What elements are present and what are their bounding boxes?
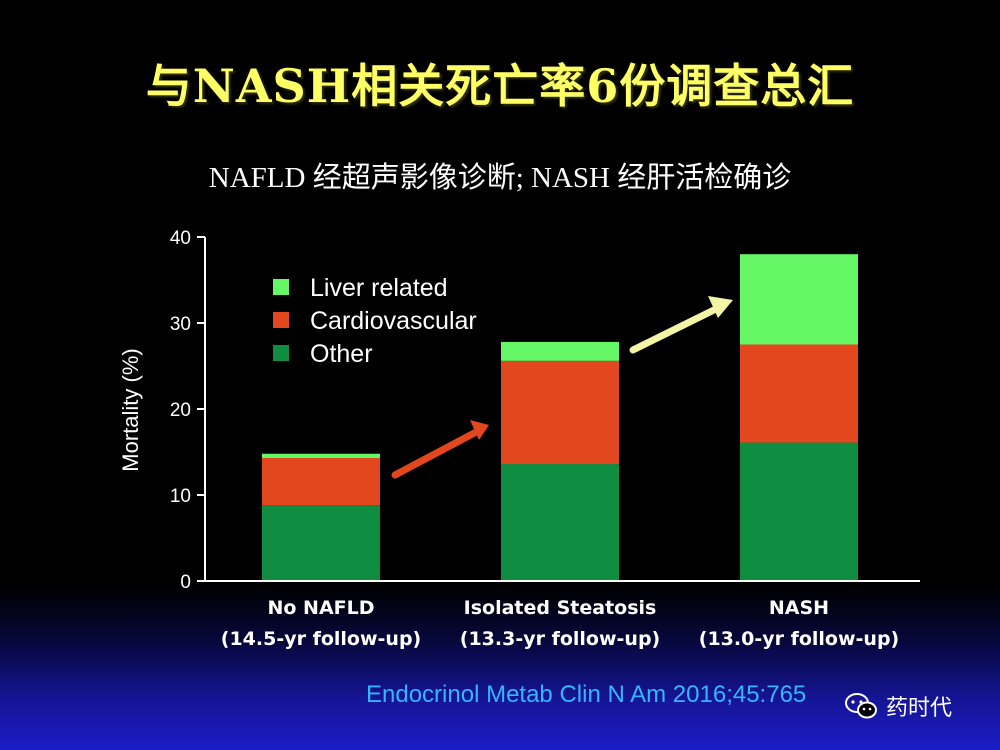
y-tick-label-40: 40	[170, 228, 191, 249]
bar-other-1	[501, 464, 619, 581]
legend-label-1: Cardiovascular	[310, 307, 477, 335]
bar-other-2	[740, 442, 858, 581]
trend-arrow-yellow-head	[708, 296, 733, 318]
bar-liver-related-0	[262, 453, 380, 459]
bar-other-0	[262, 505, 380, 581]
bar-liver-related-2	[740, 254, 858, 345]
bar-cardiovascular-0	[262, 458, 380, 506]
slide-title: 与NASH相关死亡率6份调查总汇	[145, 59, 855, 113]
y-tick-label-20: 20	[170, 400, 191, 421]
legend-swatch-0	[273, 279, 289, 295]
y-tick-label-10: 10	[170, 486, 191, 507]
x-category-label-2-1: (13.0-yr follow-up)	[699, 628, 899, 650]
legend-swatch-2	[273, 345, 289, 361]
citation-text: Endocrinol Metab Clin N Am 2016;45:765	[366, 681, 807, 708]
watermark: 药时代	[844, 690, 952, 722]
slide-subtitle: NAFLD 经超声影像诊断; NASH 经肝活检确诊	[208, 162, 792, 194]
x-category-label-1-1: (13.3-yr follow-up)	[460, 628, 660, 650]
y-tick-label-0: 0	[180, 572, 191, 593]
y-tick-label-30: 30	[170, 314, 191, 335]
trend-arrow-red	[391, 426, 484, 479]
legend-swatch-1	[273, 312, 289, 328]
x-category-label-0-1: (14.5-yr follow-up)	[221, 628, 421, 650]
x-category-label-2-0: NASH	[769, 597, 829, 619]
trend-arrow-red-head	[470, 420, 489, 440]
legend-label-0: Liver related	[310, 274, 448, 302]
legend-label-2: Other	[310, 340, 373, 368]
watermark-text: 药时代	[886, 696, 953, 721]
bar-cardiovascular-2	[740, 344, 858, 443]
bar-cardiovascular-1	[501, 360, 619, 465]
trend-arrow-yellow	[629, 303, 724, 354]
x-category-label-0-0: No NAFLD	[267, 597, 374, 619]
wechat-icon	[845, 693, 877, 719]
y-axis-title: Mortality (%)	[118, 348, 143, 471]
x-category-label-1-0: Isolated Steatosis	[464, 597, 657, 619]
bar-liver-related-1	[501, 341, 619, 361]
